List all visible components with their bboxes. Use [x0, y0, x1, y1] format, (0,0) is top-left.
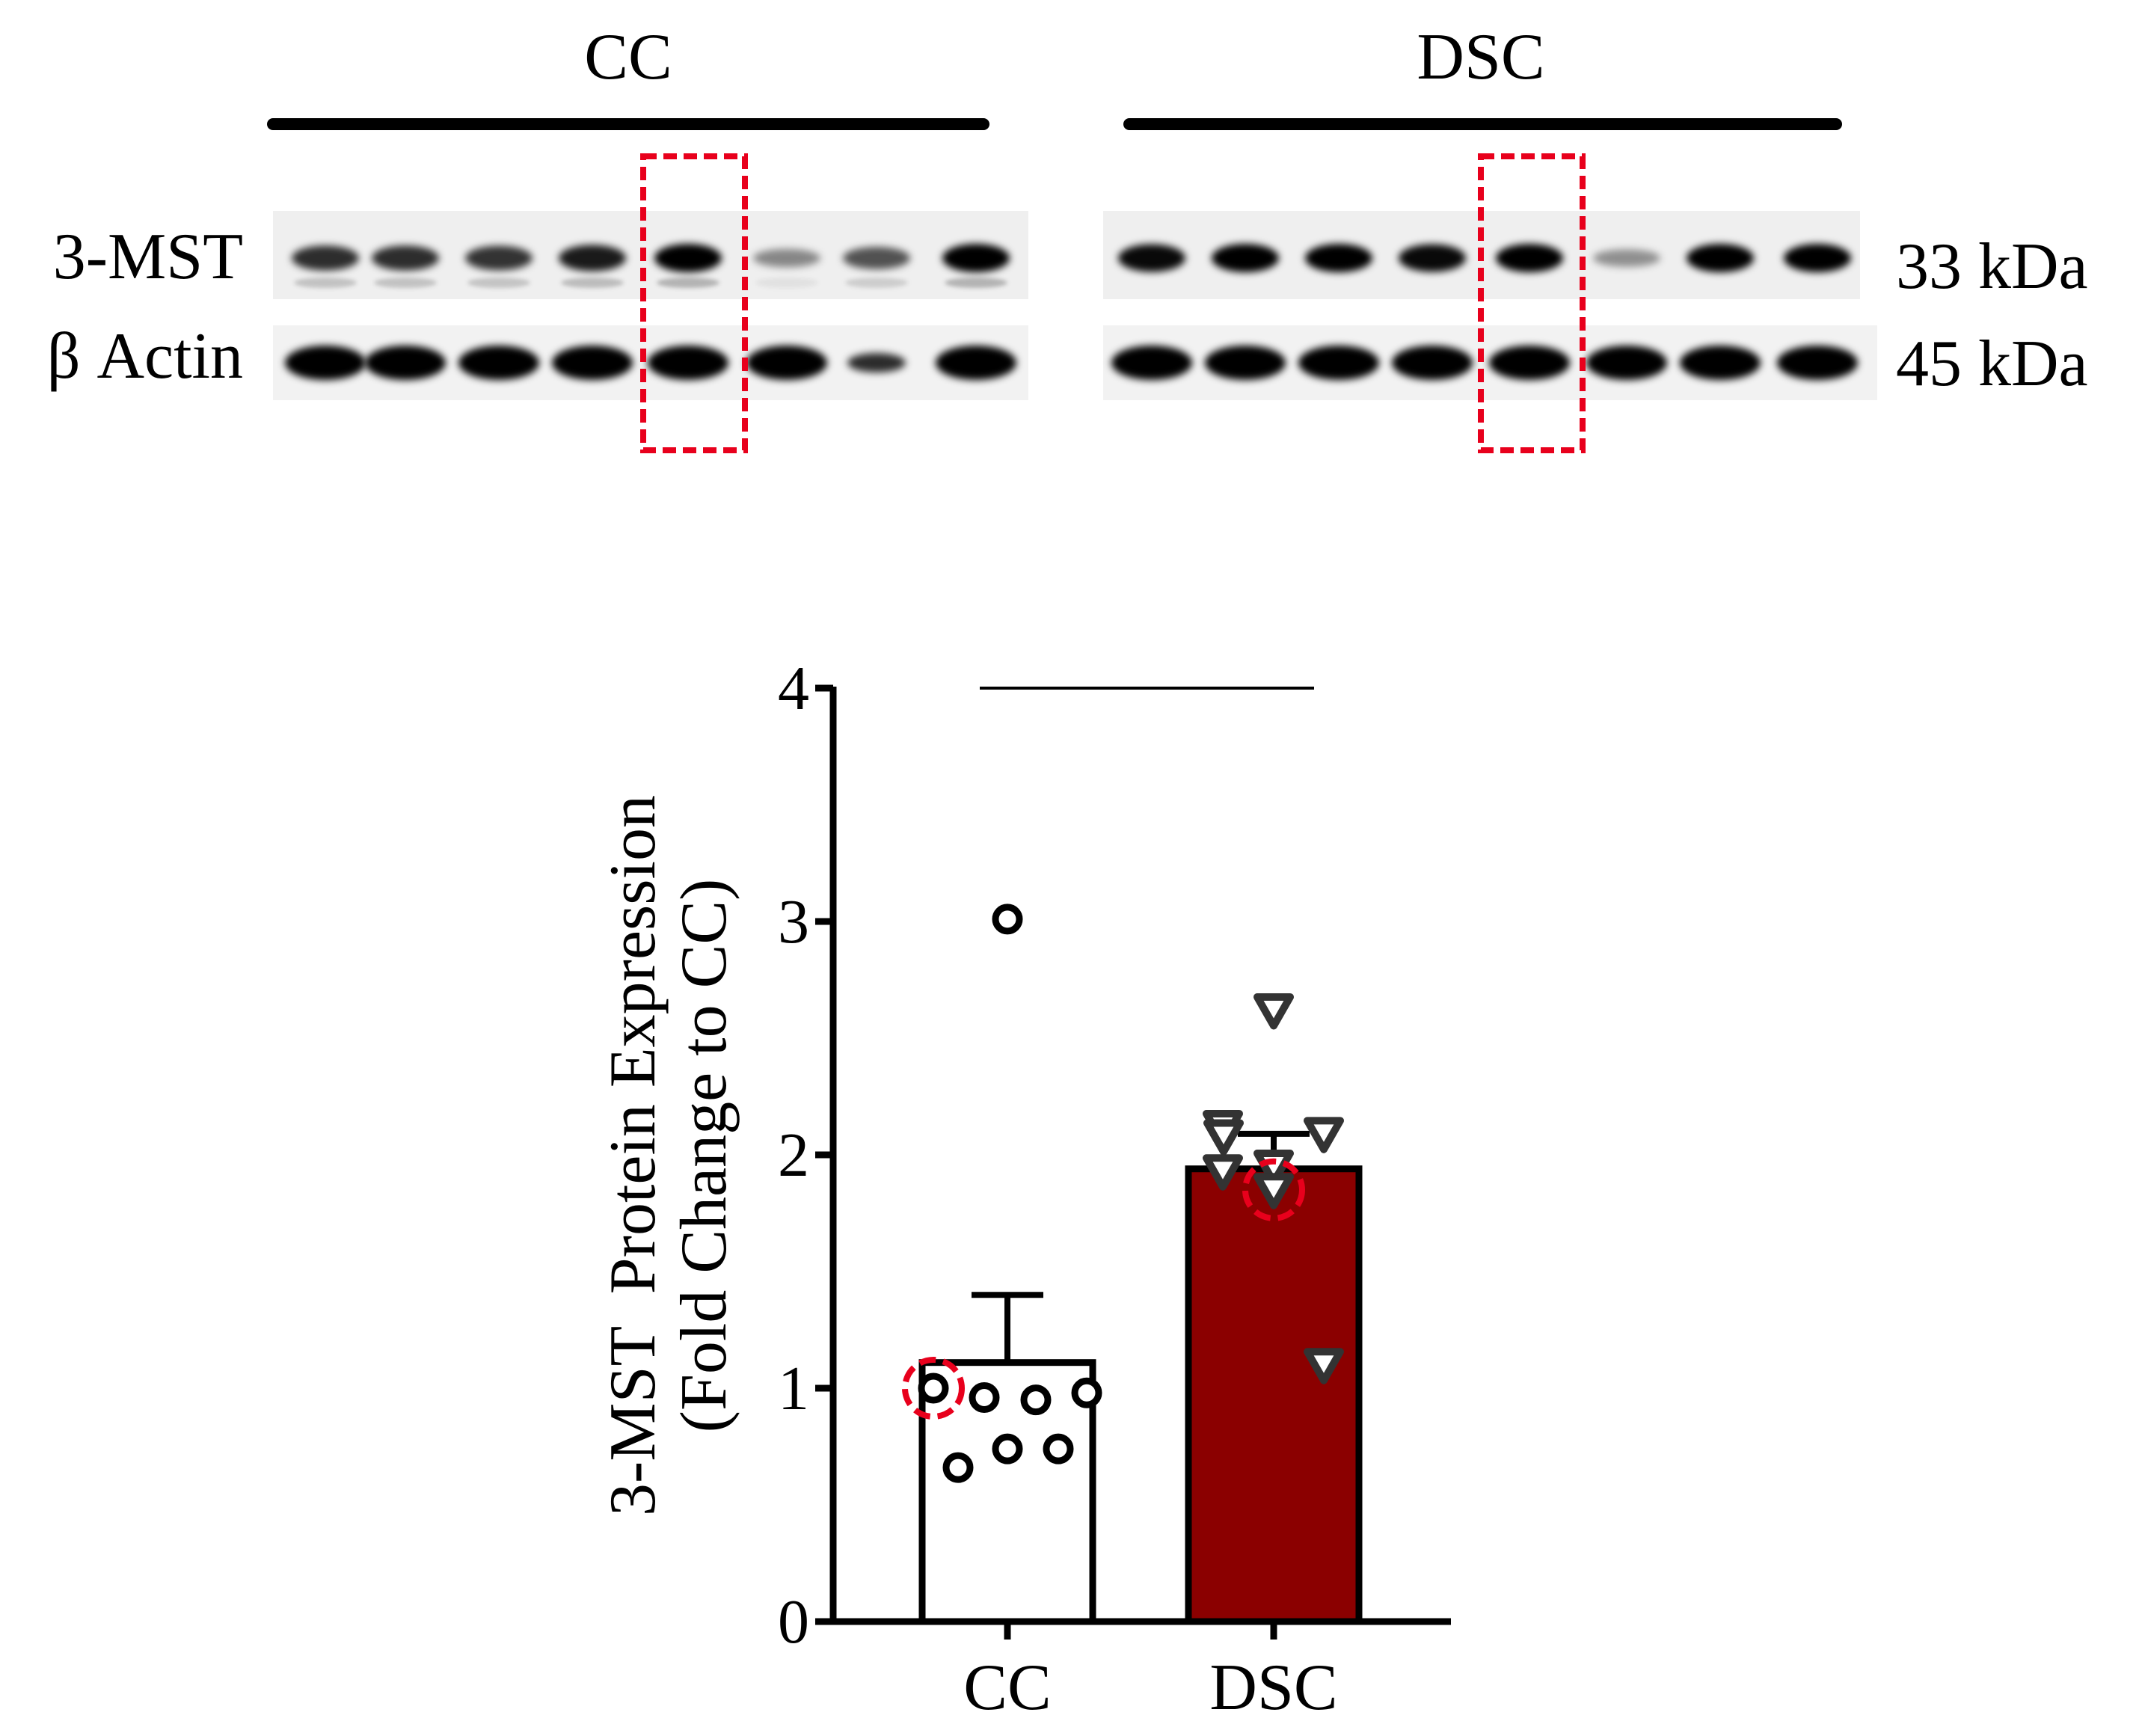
bars [918, 1165, 1363, 1625]
actin-band [936, 346, 1016, 380]
group-label-dsc: DSC [1417, 21, 1544, 93]
mst-band [1784, 244, 1851, 272]
actin-band [1586, 346, 1667, 380]
x-ticks: CC DSC [963, 1622, 1338, 1724]
actin-bands [285, 346, 1858, 380]
actin-band [1489, 346, 1570, 380]
x-tick-label: DSC [1209, 1651, 1337, 1724]
mst-faint-band [755, 277, 818, 288]
y-tick-label: 4 [778, 654, 809, 723]
mst-faint-band [467, 277, 530, 288]
actin-band [552, 346, 633, 380]
y-tick-label: 1 [778, 1354, 809, 1423]
group-label-cc: CC [584, 21, 672, 93]
y-axis-title-line2: (Fold Change to CC) [668, 879, 740, 1433]
lane-highlight-cc [640, 153, 748, 453]
data-point-dsc [1253, 1173, 1294, 1209]
mst-band [1593, 249, 1660, 267]
actin-band [1111, 346, 1192, 380]
mst-band [559, 245, 626, 272]
bar-cc [918, 1359, 1096, 1625]
data-point-cc [992, 904, 1023, 935]
mst-band [942, 244, 1010, 272]
data-points [902, 904, 1344, 1483]
data-point-cc [992, 1433, 1023, 1464]
lane-highlight-dsc [1478, 153, 1586, 453]
mst-band [1399, 244, 1466, 272]
actin-band [285, 346, 366, 380]
actin-band [746, 346, 827, 380]
y-tick-label: 0 [778, 1587, 809, 1657]
mst-band [654, 244, 722, 272]
y-axis-title: 3-MST Protein Expression (Fold Change to… [597, 795, 740, 1516]
mst-faint-band [374, 277, 437, 288]
actin-band [1298, 346, 1379, 380]
mst-faint-band [561, 277, 624, 288]
y-tick-label: 2 [778, 1120, 809, 1190]
actin-band [1777, 346, 1858, 380]
mst-band [292, 245, 359, 271]
western-blot: CC DSC 3-MST β Actin 33 kDa 45 kDa [47, 21, 2088, 453]
actin-band [1680, 346, 1761, 380]
y-tick-label: 3 [778, 887, 809, 957]
actin-band [1392, 346, 1473, 380]
data-point-dsc [1253, 993, 1294, 1030]
data-point-cc [1071, 1377, 1102, 1408]
mst-band [1118, 244, 1185, 272]
mst-bands [292, 244, 1851, 288]
x-tick-label: CC [963, 1651, 1051, 1724]
highlight-circle [902, 1357, 965, 1420]
highlight-circle [1242, 1158, 1305, 1221]
actin-band [1205, 346, 1286, 380]
data-point-dsc [1203, 1154, 1243, 1191]
mst-faint-band [945, 277, 1007, 288]
bar-dsc [1185, 1165, 1363, 1625]
size-label-mst: 33 kDa [1896, 230, 2088, 303]
mst-band [753, 248, 820, 268]
size-label-actin: 45 kDa [1896, 328, 2088, 400]
mst-faint-band [845, 277, 908, 288]
data-point-cc [918, 1372, 949, 1404]
data-point-dsc [1304, 1348, 1344, 1384]
row-label-actin: β Actin [47, 320, 243, 393]
actin-band [847, 353, 906, 372]
data-point-dsc [1203, 1119, 1244, 1156]
mst-band [1305, 244, 1372, 272]
mst-band [1212, 244, 1279, 272]
row-label-mst: 3-MST [53, 221, 243, 293]
data-point-cc [1043, 1433, 1074, 1464]
actin-band [365, 346, 446, 380]
data-point-cc [1020, 1384, 1052, 1416]
data-point-cc [942, 1452, 974, 1483]
mst-band [1687, 244, 1754, 272]
y-ticks: 0 1 2 3 4 [778, 654, 833, 1657]
mst-band [1496, 244, 1563, 272]
mst-band [843, 247, 910, 269]
data-point-cc [969, 1381, 1000, 1413]
bar-chart: 0 1 2 3 4 CC DSC 3-MST Protein Expression (Fo… [597, 654, 1451, 1724]
actin-band [648, 346, 728, 380]
mst-faint-band [294, 277, 357, 288]
mst-band [372, 245, 439, 271]
mst-band [465, 245, 533, 271]
mst-faint-band [657, 277, 719, 288]
y-axis-title-line1: 3-MST Protein Expression [597, 795, 669, 1516]
data-point-dsc [1304, 1117, 1344, 1153]
actin-band [458, 346, 539, 380]
